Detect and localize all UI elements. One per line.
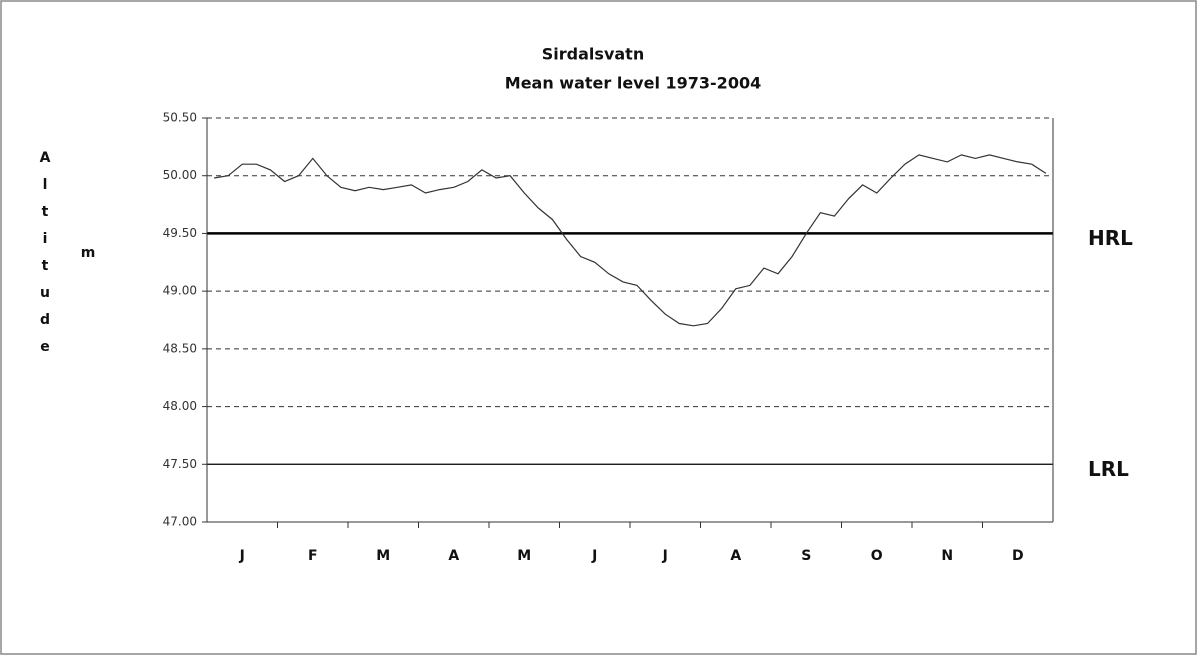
y-tick-label: 47.00	[163, 515, 197, 529]
x-tick-label: J	[591, 548, 597, 564]
x-tick-label: M	[376, 548, 390, 564]
x-tick-label: F	[308, 548, 318, 564]
reference-label: LRL	[1088, 457, 1129, 481]
x-tick-label: M	[517, 548, 531, 564]
y-tick-label: 50.50	[163, 111, 197, 125]
x-tick-label: D	[1012, 548, 1024, 564]
data-line	[214, 154, 1047, 327]
y-tick-label: 49.00	[163, 284, 197, 298]
y-tick-label: 49.50	[163, 226, 197, 240]
y-tick-label: 47.50	[163, 457, 197, 471]
x-tick-label: S	[801, 548, 811, 564]
x-tick-label: J	[239, 548, 245, 564]
x-tick-label: A	[730, 548, 741, 564]
y-tick-label: 50.00	[163, 168, 197, 182]
reference-label: HRL	[1088, 226, 1133, 250]
chart-title: Sirdalsvatn	[542, 45, 644, 64]
chart-subtitle: Mean water level 1973-2004	[505, 74, 761, 93]
x-tick-label: N	[941, 548, 953, 564]
x-tick-label: J	[662, 548, 668, 564]
y-tick-label: 48.50	[163, 341, 197, 355]
y-unit: m	[81, 245, 96, 261]
y-tick-label: 48.00	[163, 399, 197, 413]
x-tick-label: A	[448, 548, 459, 564]
x-tick-label: O	[871, 548, 883, 564]
